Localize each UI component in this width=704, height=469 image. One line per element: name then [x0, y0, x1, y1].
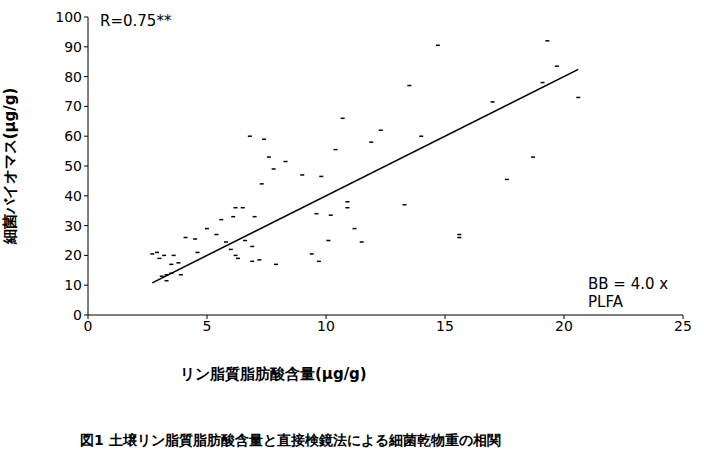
svg-text:15: 15 — [436, 318, 454, 334]
svg-text:20: 20 — [64, 247, 82, 263]
svg-text:20: 20 — [555, 318, 573, 334]
svg-text:5: 5 — [203, 318, 212, 334]
svg-text:100: 100 — [55, 9, 82, 25]
html-text:リン脂質脂肪酸含量(μg/g): リン脂質脂肪酸含量(μg/g) — [180, 365, 367, 383]
html-text:BB = 4.0 x PLFA: BB = 4.0 x PLFA — [588, 275, 669, 311]
svg-text:10: 10 — [64, 277, 82, 293]
svg-text:30: 30 — [64, 218, 82, 234]
svg-text:90: 90 — [64, 39, 82, 55]
svg-text:細菌バイオマス(μg/g): 細菌バイオマス(μg/g) — [8, 88, 19, 246]
html-text:R=0.75**: R=0.75** — [100, 12, 172, 30]
svg-text:70: 70 — [64, 98, 82, 114]
svg-text:25: 25 — [674, 318, 692, 334]
svg-text:10: 10 — [317, 318, 335, 334]
svg-text:60: 60 — [64, 128, 82, 144]
svg-text:0: 0 — [73, 307, 82, 323]
svg-text:40: 40 — [64, 188, 82, 204]
svg-text:80: 80 — [64, 69, 82, 85]
svg-text:50: 50 — [64, 158, 82, 174]
html-text:図1 土壌リン脂質脂肪酸含量と直接検鏡法による細菌乾物重の相: 図1 土壌リン脂質脂肪酸含量と直接検鏡法による細菌乾物重の相関 — [80, 432, 501, 448]
svg-text:0: 0 — [84, 318, 93, 334]
